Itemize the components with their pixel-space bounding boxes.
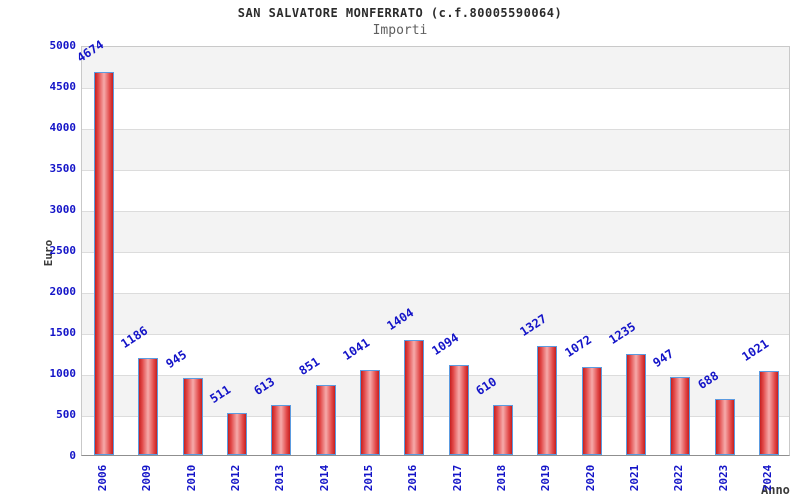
- bar: [182, 378, 203, 455]
- plot-area: [81, 46, 790, 456]
- y-tick-label: 0: [69, 449, 76, 462]
- x-tick-label: 2006: [96, 464, 110, 492]
- plot-band: [82, 47, 789, 88]
- y-tick-label: 1500: [49, 326, 77, 339]
- gridline: [82, 211, 789, 212]
- bar: [404, 340, 425, 455]
- plot-band: [82, 293, 789, 334]
- bar: [448, 365, 469, 455]
- bar: [714, 399, 735, 455]
- bar: [138, 358, 159, 455]
- gridline: [82, 88, 789, 89]
- x-tick-label: 2019: [539, 464, 553, 492]
- bar: [492, 405, 513, 455]
- x-tick-label: 2015: [362, 464, 376, 492]
- gridline: [82, 375, 789, 376]
- gridline: [82, 252, 789, 253]
- y-tick-label: 3000: [49, 203, 77, 216]
- x-tick-label: 2022: [672, 464, 686, 492]
- x-tick-label: 2009: [140, 464, 154, 492]
- x-tick-label: 2014: [317, 464, 331, 492]
- y-tick-label: 4000: [49, 121, 77, 134]
- plot-band: [82, 211, 789, 252]
- x-tick-label: 2010: [184, 464, 198, 492]
- bar: [360, 370, 381, 455]
- gridline: [82, 293, 789, 294]
- x-axis-title: Anno: [761, 483, 790, 497]
- gridline: [82, 170, 789, 171]
- gridline: [82, 334, 789, 335]
- chart-subtitle: Importi: [372, 23, 428, 38]
- y-tick-label: 500: [56, 408, 76, 421]
- chart-title: SAN SALVATORE MONFERRATO (c.f.8000559006…: [237, 6, 563, 20]
- x-tick-label: 2013: [273, 464, 287, 492]
- gridline: [82, 416, 789, 417]
- bar: [581, 367, 602, 455]
- y-tick-label: 3500: [49, 162, 77, 175]
- bar: [315, 385, 336, 455]
- x-tick-label: 2024: [760, 464, 774, 492]
- bar: [271, 405, 292, 455]
- plot-band: [82, 129, 789, 170]
- y-tick-label: 5000: [49, 39, 77, 52]
- x-tick-label: 2018: [494, 464, 508, 492]
- x-tick-label: 2021: [627, 464, 641, 492]
- y-tick-label: 4500: [49, 80, 77, 93]
- y-tick-label: 1000: [49, 367, 77, 380]
- x-tick-label: 2023: [716, 464, 730, 492]
- bar: [758, 371, 779, 455]
- y-tick-label: 2500: [49, 244, 77, 257]
- bar: [670, 377, 691, 455]
- x-tick-label: 2012: [229, 464, 243, 492]
- gridline: [82, 129, 789, 130]
- bar: [227, 413, 248, 455]
- bar: [625, 354, 646, 455]
- x-tick-label: 2017: [450, 464, 464, 492]
- bar: [537, 346, 558, 455]
- x-tick-label: 2020: [583, 464, 597, 492]
- bar: [94, 72, 115, 455]
- x-tick-label: 2016: [406, 464, 420, 492]
- y-tick-label: 2000: [49, 285, 77, 298]
